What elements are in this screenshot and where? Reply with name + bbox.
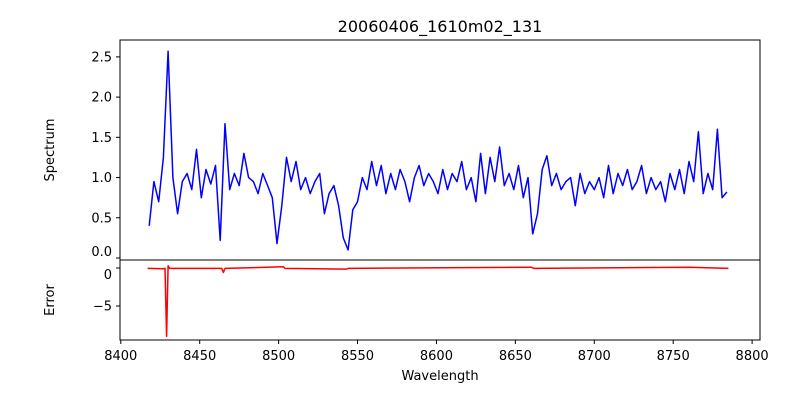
x-axis-label: Wavelength <box>401 369 478 384</box>
x-tick-label: 8650 <box>499 349 532 364</box>
x-tick-label: 8800 <box>736 349 769 364</box>
spectrum-axes-frame <box>119 39 761 261</box>
x-tick-label: 8750 <box>657 349 690 364</box>
y-tick-label: 1.5 <box>91 131 112 146</box>
x-tick-label: 8550 <box>341 349 374 364</box>
y-tick-label: 0 <box>104 268 112 283</box>
error-axes-frame <box>119 259 761 341</box>
y-tick-label: −5 <box>93 300 112 315</box>
y-tick-label: 2.5 <box>91 50 112 65</box>
y-axis-label-spectrum: Spectrum <box>43 119 58 182</box>
x-tick-label: 8600 <box>420 349 453 364</box>
x-tick-label: 8500 <box>262 349 295 364</box>
spectrum-line <box>148 50 728 251</box>
y-axis-label-error: Error <box>43 284 58 316</box>
y-tick-label: 0.0 <box>91 245 112 260</box>
x-tick-label: 8700 <box>578 349 611 364</box>
x-tick-label: 8450 <box>183 349 216 364</box>
chart-title: 20060406_1610m02_131 <box>338 17 543 37</box>
error-line <box>147 264 729 338</box>
y-tick-label: 1.0 <box>91 171 112 186</box>
y-tick-label: 0.5 <box>91 211 112 226</box>
y-tick-label: 2.0 <box>91 91 112 106</box>
x-tick-label: 8400 <box>104 349 137 364</box>
